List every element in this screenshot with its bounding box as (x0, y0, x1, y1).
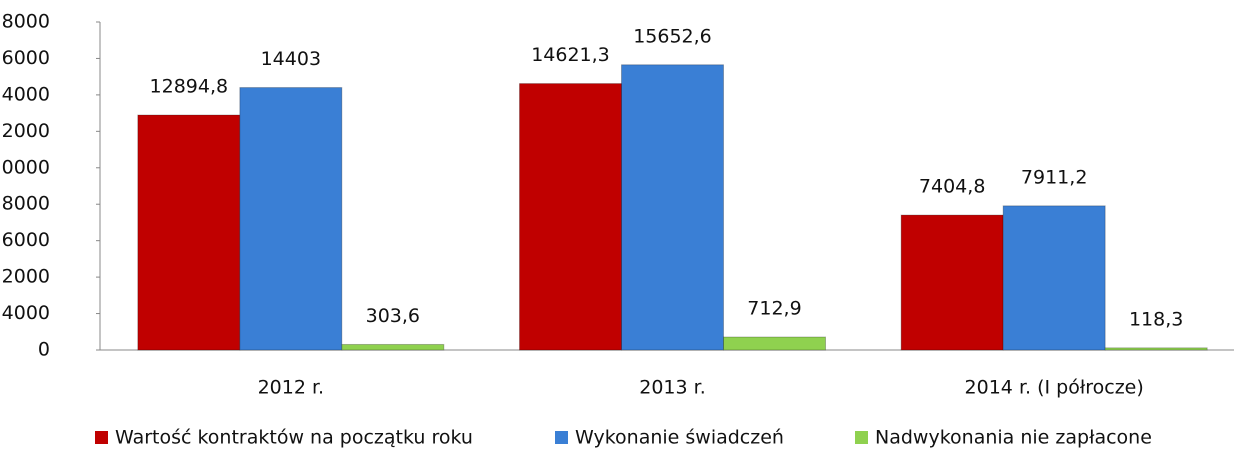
value-label: 7911,2 (1021, 166, 1087, 188)
y-tick-label: 16000 (0, 47, 50, 69)
bar (519, 83, 622, 351)
y-tick-label: 8000 (2, 193, 50, 215)
bar (900, 214, 1004, 351)
x-tick-label: 2012 r. (258, 377, 325, 399)
y-tick-label: 14000 (0, 83, 50, 105)
y-tick-label: 6000 (2, 229, 50, 251)
value-label: 14403 (261, 48, 321, 70)
y-tick-label: 4000 (2, 302, 50, 324)
legend-swatch (555, 431, 568, 444)
y-tick-label: 18000 (0, 11, 50, 33)
y-tick-label: 12000 (0, 120, 50, 142)
legend-swatch (95, 431, 108, 444)
bar (341, 343, 445, 351)
value-label: 712,9 (747, 298, 801, 320)
value-label: 14621,3 (531, 44, 610, 66)
bar (137, 114, 241, 351)
x-tick-label: 2013 r. (639, 377, 706, 399)
y-tick-label: 2000 (2, 266, 50, 288)
value-label: 12894,8 (150, 76, 229, 98)
bar (1002, 205, 1106, 351)
bar (723, 336, 826, 351)
bar (239, 87, 343, 351)
bar (1104, 347, 1208, 351)
legend-label: Nadwykonania nie zapłacone (875, 427, 1152, 449)
y-tick-label: 10000 (0, 156, 50, 178)
legend-label: Wykonanie świadczeń (575, 427, 784, 449)
legend-swatch (855, 431, 868, 444)
x-tick-label: 2014 r. (I półrocze) (965, 377, 1144, 399)
value-label: 303,6 (366, 305, 420, 327)
legend-label: Wartość kontraktów na początku roku (115, 427, 473, 449)
value-label: 15652,6 (633, 25, 712, 47)
value-label: 118,3 (1129, 308, 1183, 330)
bar (621, 64, 724, 351)
y-tick-label: 0 (38, 339, 50, 361)
value-label: 7404,8 (919, 176, 985, 198)
